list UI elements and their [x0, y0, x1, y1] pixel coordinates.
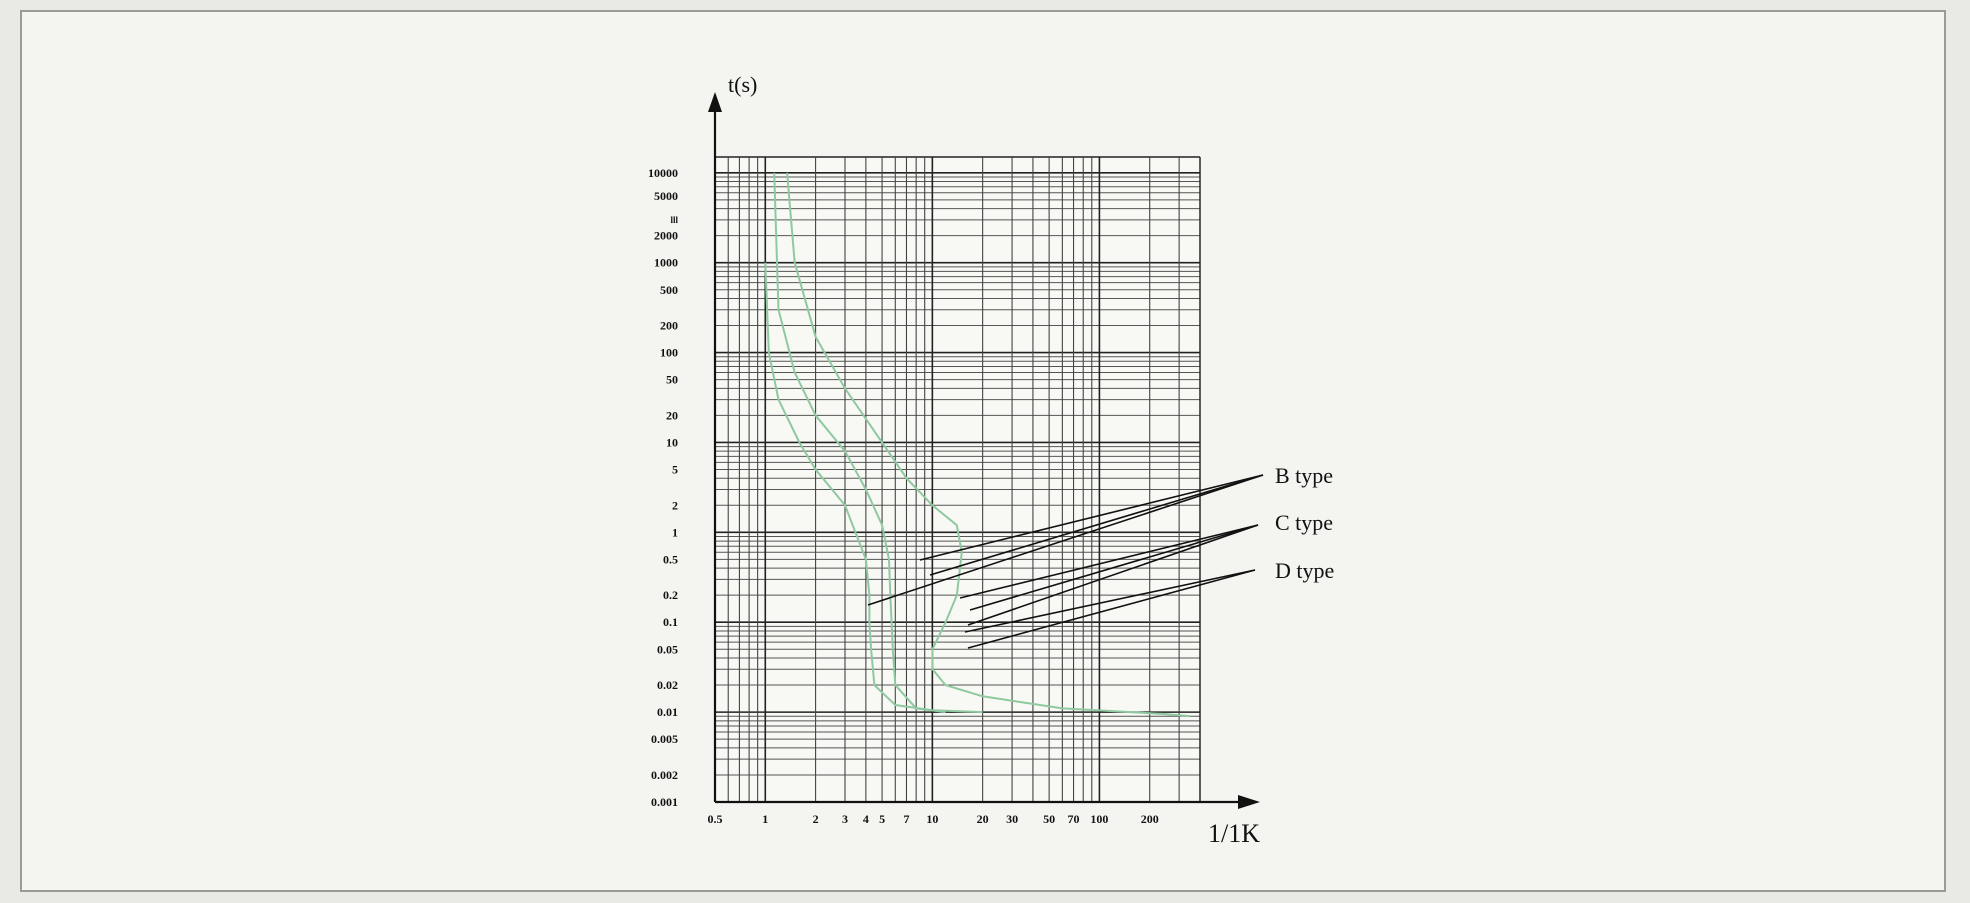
x-tick-label: 10 — [926, 812, 938, 826]
series-leader-line — [969, 524, 1259, 611]
x-tick-label: 0.5 — [708, 812, 723, 826]
series-label: C type — [1275, 510, 1333, 535]
curve-1 — [786, 172, 1191, 718]
curve-2 — [764, 262, 983, 714]
y-tick-label: 100 — [660, 346, 678, 360]
grid — [714, 156, 1201, 803]
plot-area — [715, 157, 1200, 802]
y-tick-label: 1000 — [654, 256, 678, 270]
series-leader-line — [959, 524, 1259, 599]
y-tick-label: 500 — [660, 283, 678, 297]
x-tick-label: 70 — [1068, 812, 1080, 826]
y-tick-label: 0.002 — [651, 768, 678, 782]
x-tick-label: 5 — [879, 812, 885, 826]
series-leader-line — [929, 474, 1264, 576]
series-label: B type — [1275, 463, 1333, 488]
series-leader-line — [867, 474, 1264, 606]
series-label: D type — [1275, 558, 1334, 583]
series-labels: B type C type D type — [867, 463, 1334, 649]
x-tick-label: 2 — [813, 812, 819, 826]
y-tick-label: 20 — [666, 408, 678, 422]
y-tick-label: 0.001 — [651, 795, 678, 809]
y-tick-label: lll — [670, 215, 678, 225]
y-tick-label: 0.005 — [651, 732, 678, 746]
y-tick-label: 0.01 — [657, 705, 678, 719]
y-tick-label: 0.05 — [657, 642, 678, 656]
y-tick-label: 2000 — [654, 229, 678, 243]
series-leader-line — [964, 569, 1256, 633]
x-tick-label: 1 — [762, 812, 768, 826]
y-axis-label: t(s) — [728, 72, 757, 97]
x-axis-arrow — [1238, 795, 1260, 809]
x-tick-label: 30 — [1006, 812, 1018, 826]
y-tick-label: 200 — [660, 319, 678, 333]
y-tick-label: 5 — [672, 463, 678, 477]
x-tick-label: 20 — [977, 812, 989, 826]
axes — [708, 92, 1260, 809]
x-axis-label: 1/1K — [1208, 819, 1260, 848]
curves — [764, 172, 1191, 718]
x-tick-label: 200 — [1141, 812, 1159, 826]
x-tick-label: 3 — [842, 812, 848, 826]
x-tick-label: 7 — [903, 812, 909, 826]
y-tick-label: 5000 — [654, 189, 678, 203]
x-tick-label: 100 — [1090, 812, 1108, 826]
y-tick-label: 1 — [672, 525, 678, 539]
y-axis-arrow — [708, 92, 722, 112]
y-tick-label: 10000 — [648, 166, 678, 180]
y-tick-label: 0.02 — [657, 678, 678, 692]
y-tick-label: 2 — [672, 498, 678, 512]
series-leader-line — [919, 474, 1264, 561]
x-tick-label: 50 — [1043, 812, 1055, 826]
y-tick-label: 50 — [666, 373, 678, 387]
series-leader-line — [967, 569, 1256, 649]
curve-0 — [773, 172, 946, 714]
y-tick-label: 0.5 — [663, 552, 678, 566]
y-tick-label: 0.1 — [663, 615, 678, 629]
y-tick-label: 0.2 — [663, 588, 678, 602]
y-tick-label: 10 — [666, 435, 678, 449]
tick-labels: 10000 5000 lll 2000 1000 500 200 100 50 20 10 5 2 1 0.… — [648, 72, 1260, 848]
series-leader-line — [967, 524, 1259, 626]
x-tick-label: 4 — [863, 812, 869, 826]
